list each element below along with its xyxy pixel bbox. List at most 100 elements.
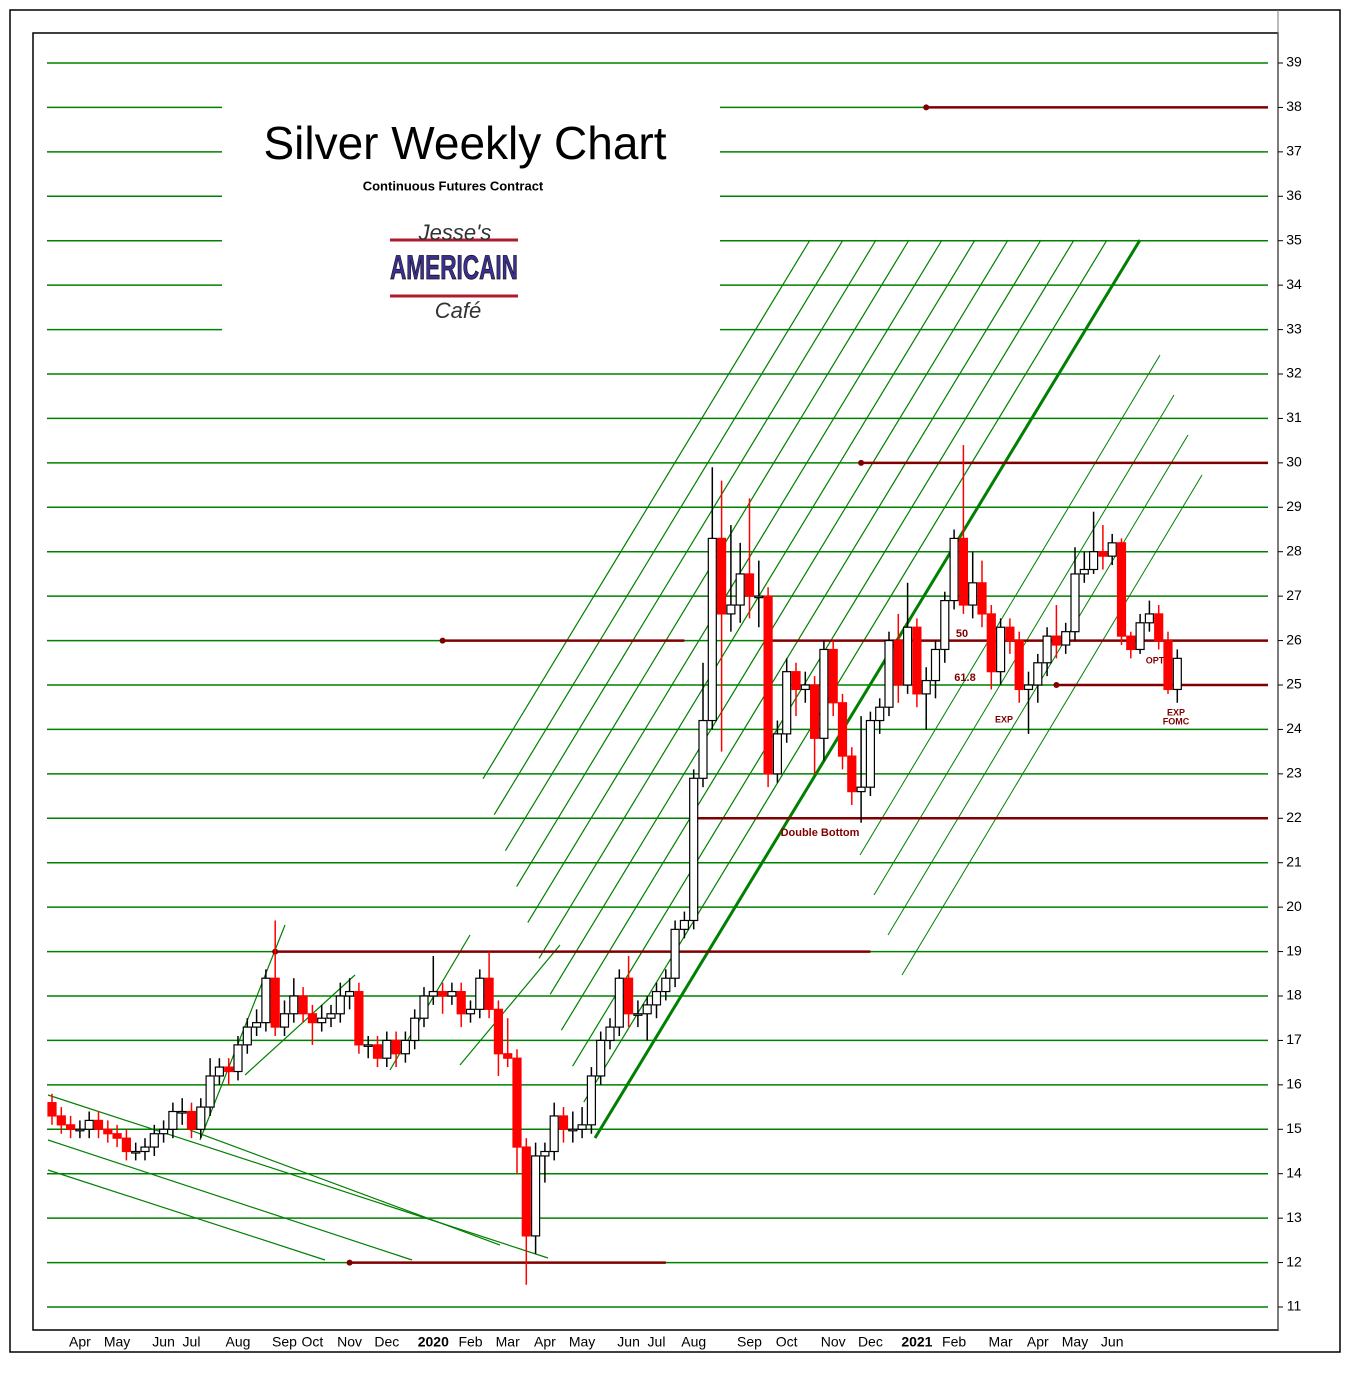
candle-body xyxy=(884,639,894,708)
x-tick-label: Mar xyxy=(989,1334,1013,1350)
x-tick-label: Dec xyxy=(858,1334,883,1350)
x-tick-label: May xyxy=(569,1334,595,1350)
candle-body xyxy=(1144,613,1155,624)
logo-text: Jesse's xyxy=(418,220,492,245)
candle-body xyxy=(577,1124,587,1130)
candle-body xyxy=(726,604,736,615)
x-tick-label: Jun xyxy=(152,1334,175,1350)
chart-subtitle: Continuous Futures Contract xyxy=(363,178,544,193)
candle-body xyxy=(1033,662,1043,686)
candle-body xyxy=(177,1110,187,1114)
candle-body xyxy=(596,1039,606,1077)
y-tick-label: 35 xyxy=(1286,231,1302,247)
candle-body xyxy=(819,648,829,739)
candle-body xyxy=(1042,635,1052,664)
level-anchor xyxy=(923,104,930,111)
candle-body xyxy=(242,1026,252,1046)
candle-body xyxy=(772,733,783,775)
candle-body xyxy=(326,1013,336,1019)
logo-text: AMERICAIN xyxy=(390,249,518,287)
candle-body xyxy=(995,626,1006,673)
candle-body xyxy=(530,1155,541,1237)
trend-line xyxy=(549,239,1009,995)
candle-body xyxy=(568,1128,578,1132)
candle-body xyxy=(140,1146,150,1153)
annotation: OPT xyxy=(1146,655,1165,665)
x-tick-label: Nov xyxy=(821,1334,846,1350)
annotation: 61.8 xyxy=(954,672,975,684)
candle-body xyxy=(131,1150,141,1154)
trend-line xyxy=(493,239,844,816)
x-tick-label: Apr xyxy=(69,1334,91,1350)
candle-body xyxy=(345,990,355,997)
y-tick-label: 25 xyxy=(1286,676,1302,692)
candle-body xyxy=(837,702,848,757)
y-tick-label: 31 xyxy=(1286,409,1302,425)
y-tick-label: 19 xyxy=(1286,942,1302,958)
annotation: Double Bottom xyxy=(781,827,860,839)
candle-body xyxy=(912,626,922,695)
y-tick-label: 14 xyxy=(1286,1164,1302,1180)
candle-body xyxy=(168,1110,178,1130)
trend-line xyxy=(482,239,811,780)
annotation: EXP xyxy=(995,714,1013,724)
x-tick-label: Sep xyxy=(272,1334,297,1350)
y-tick-label: 12 xyxy=(1286,1253,1302,1269)
candle-body xyxy=(540,1150,550,1157)
candle-body xyxy=(921,679,931,695)
candle-body xyxy=(642,1004,652,1015)
x-tick-label: Nov xyxy=(337,1334,362,1350)
y-tick-label: 37 xyxy=(1286,143,1302,159)
candle-body xyxy=(902,626,913,686)
y-tick-label: 32 xyxy=(1286,365,1302,381)
trend-line xyxy=(47,1169,326,1261)
candle-body xyxy=(475,977,485,1010)
trend-line xyxy=(47,1139,413,1261)
candle-body xyxy=(428,990,438,997)
candle-body xyxy=(744,573,755,597)
trend-line xyxy=(47,1094,549,1259)
candle-body xyxy=(298,995,308,1015)
x-tick-label: Oct xyxy=(776,1334,798,1350)
x-tick-label: Aug xyxy=(226,1334,251,1350)
candle-body xyxy=(121,1137,132,1153)
x-tick-label: Dec xyxy=(374,1334,399,1350)
candle-body xyxy=(791,671,801,691)
candle-body xyxy=(735,573,745,606)
annotation: FOMC xyxy=(1163,716,1190,726)
logo: Jesse's AMERICAIN Café xyxy=(390,220,519,323)
candle-body xyxy=(56,1115,66,1126)
candle-body xyxy=(949,537,959,602)
candle-body xyxy=(47,1102,57,1117)
candle-body xyxy=(809,684,820,739)
candle-body xyxy=(279,1013,290,1028)
trend-line xyxy=(244,974,356,1076)
x-tick-label: Aug xyxy=(681,1334,706,1350)
x-tick-label: 2021 xyxy=(901,1334,932,1350)
candle-body xyxy=(1023,684,1034,691)
candle-body xyxy=(968,582,978,606)
trend-line xyxy=(504,239,877,851)
y-tick-label: 11 xyxy=(1287,1298,1302,1314)
candle-body xyxy=(270,977,280,1028)
candle-body xyxy=(651,990,662,1006)
x-tick-label: Jun xyxy=(617,1334,640,1350)
candle-body xyxy=(391,1039,401,1055)
annotation: EXP xyxy=(1167,707,1185,717)
x-tick-label: May xyxy=(1062,1334,1088,1350)
candle-body xyxy=(1088,551,1099,571)
candle-body xyxy=(363,1044,373,1047)
candle-body xyxy=(763,595,773,775)
candle-body xyxy=(1005,626,1015,642)
trend-line xyxy=(560,239,1042,1031)
candle-body xyxy=(1070,573,1080,633)
y-tick-label: 26 xyxy=(1286,631,1302,647)
level-anchor xyxy=(439,637,446,644)
logo-text: Café xyxy=(435,298,481,323)
candle-body xyxy=(372,1044,383,1059)
candle-body xyxy=(689,777,699,922)
candle-body xyxy=(1126,635,1136,651)
candle-body xyxy=(865,719,876,788)
y-tick-label: 36 xyxy=(1286,187,1302,203)
